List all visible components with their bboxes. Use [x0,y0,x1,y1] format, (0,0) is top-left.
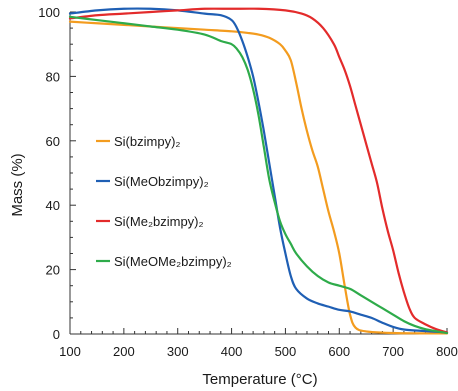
legend: Si(bzimpy)₂ Si(MeObzimpy)₂ Si(Me₂bzimpy)₂ S… [96,134,232,269]
y-tick-label: 20 [46,263,60,278]
x-tick-label: 300 [167,344,189,359]
series-line-1 [68,7,449,334]
x-tick-label: 600 [328,344,350,359]
series-line-0 [68,20,449,335]
y-tick-label: 0 [53,327,60,342]
axes: 100 200 300 400 500 600 700 800 0 20 40 60 80 100 [38,5,458,359]
legend-label-0: Si(bzimpy)₂ [114,134,180,149]
y-axis-title: Mass (%) [9,153,26,216]
legend-label-1: Si(MeObzimpy)₂ [114,174,209,189]
y-tick-label: 40 [46,198,60,213]
x-tick-label: 800 [436,344,458,359]
series-line-3 [68,15,449,335]
y-tick-label: 100 [38,5,60,20]
x-tick-label: 100 [59,344,81,359]
legend-label-2: Si(Me₂bzimpy)₂ [114,214,204,229]
y-tick-label: 60 [46,134,60,149]
x-tick-label: 200 [113,344,135,359]
series-line-2 [68,7,449,334]
x-tick-label: 700 [382,344,404,359]
x-tick-label: 500 [275,344,297,359]
y-tick-label: 80 [46,69,60,84]
legend-label-3: Si(MeOMe₂bzimpy)₂ [114,254,232,269]
x-tick-label: 400 [221,344,243,359]
x-axis-title: Temperature (°C) [202,371,317,388]
series-layer [68,7,449,335]
